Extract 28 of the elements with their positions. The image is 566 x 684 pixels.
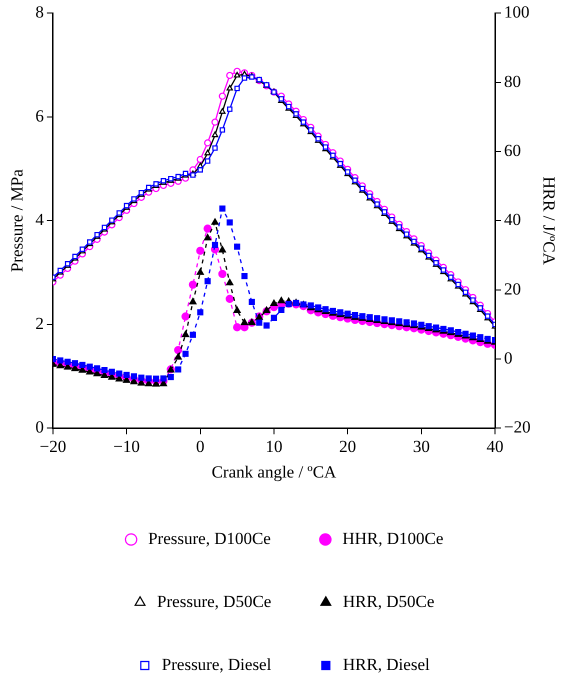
x-tick-label: 40 [486,436,504,456]
y-tick-label: 2 [35,314,44,333]
y-tick-label: 6 [35,106,44,126]
y-tick-label: 4 [35,210,44,230]
x-tick-label: −20 [40,436,66,456]
x-tick-label: 30 [412,436,430,456]
y2-tick-label: 20 [504,279,522,298]
y-tick-label: 0 [35,418,44,437]
legend-label: HHR, D100Ce [342,528,444,548]
y2-tick-label: 0 [504,348,513,368]
y2-axis-title: HRR / J/ºCA [539,176,558,266]
y2-tick-label: 80 [504,72,522,91]
y2-tick-label: 40 [504,210,522,230]
x-axis-title: Crank angle / ºCA [212,462,338,482]
y2-tick-label: 60 [504,141,522,160]
x-tick-label: 20 [339,436,356,456]
y2-tick-label: −20 [504,418,531,437]
y2-tick-label: 100 [504,2,530,22]
x-tick-label: 0 [196,436,205,456]
legend-label: Pressure, D50Ce [157,592,272,611]
x-tick-label: −10 [113,436,140,456]
legend-label: Pressure, D100Ce [148,528,271,548]
x-tick-label: 10 [265,436,282,456]
y-axis-title: Pressure / MPa [8,168,27,272]
legend-label: Pressure, Diesel [162,654,272,674]
y-tick-label: 8 [35,2,44,22]
legend-label: HRR, Diesel [342,654,430,674]
legend-label: HRR, D50Ce [342,592,434,611]
